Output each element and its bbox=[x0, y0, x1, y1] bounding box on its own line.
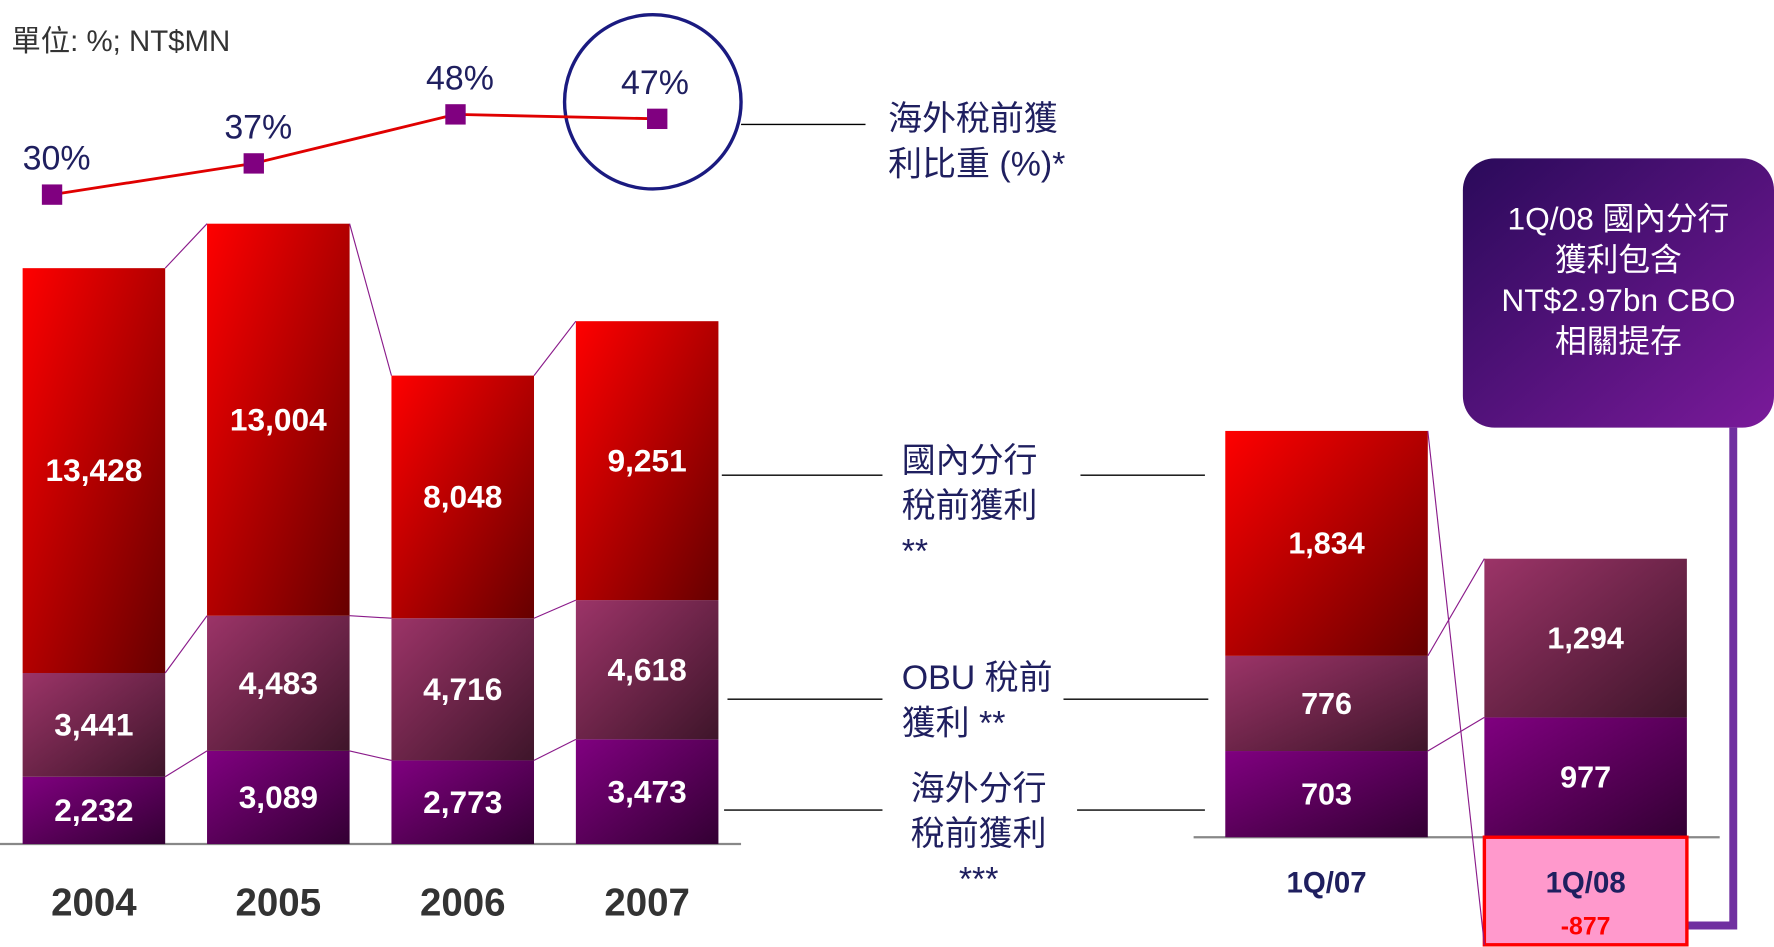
connector-line bbox=[349, 223, 393, 376]
legend-item: 國內分行稅前獲利 ** bbox=[901, 442, 1038, 571]
connector-line bbox=[1427, 716, 1485, 752]
value-label: -877 bbox=[1561, 912, 1611, 940]
bar-segment bbox=[575, 600, 719, 740]
x-tick-label: 2006 bbox=[420, 881, 506, 924]
connector-line bbox=[533, 320, 577, 376]
legend-label: 海外分行稅前獲利 *** bbox=[910, 770, 1047, 899]
note-line: NT$2.97bn CBO bbox=[1501, 282, 1736, 318]
bar-segment bbox=[391, 618, 535, 761]
note-text: 1Q/08 國內分行 獲利包含 NT$2.97bn CBO 相關提存 bbox=[1463, 199, 1774, 362]
value-label: 4,483 bbox=[239, 665, 318, 701]
value-label: 8,048 bbox=[423, 479, 502, 515]
connector-line bbox=[1427, 558, 1485, 657]
bar-segment bbox=[575, 321, 719, 601]
value-label: 1,294 bbox=[1547, 621, 1623, 655]
value-label: 703 bbox=[1301, 777, 1352, 811]
value-label: 9,251 bbox=[608, 442, 687, 478]
value-label: 30% bbox=[23, 140, 91, 178]
note-line: 1Q/08 國內分行 bbox=[1507, 201, 1730, 237]
line-marker bbox=[41, 184, 63, 205]
bar-segment bbox=[575, 739, 719, 845]
line-marker bbox=[647, 108, 668, 130]
note-box bbox=[1462, 158, 1774, 428]
bar-segment bbox=[207, 750, 350, 845]
bar-segment bbox=[1484, 717, 1687, 838]
note: 1Q/08 國內分行 獲利包含 NT$2.97bn CBO 相關提存 bbox=[1463, 199, 1774, 362]
value-label: 1,834 bbox=[1288, 527, 1364, 561]
x-tick-label: 1Q/08 bbox=[1546, 867, 1626, 900]
bar-segment bbox=[207, 615, 350, 751]
connector-line bbox=[164, 615, 208, 674]
highlight-circle bbox=[562, 13, 743, 191]
connector-line bbox=[164, 223, 208, 269]
bar-segment bbox=[207, 223, 350, 616]
x-tick-label: 1Q/07 bbox=[1286, 867, 1366, 900]
bar-segment bbox=[1225, 430, 1428, 656]
bar-segment bbox=[391, 375, 535, 619]
connector-line bbox=[533, 738, 577, 761]
connector-line bbox=[164, 750, 208, 778]
bar-segment bbox=[22, 268, 166, 673]
legend-label: OBU 稅前獲利 ** bbox=[901, 659, 1053, 743]
connector-line bbox=[1427, 430, 1485, 945]
legend-item: 海外稅前獲利比重 (%)* bbox=[888, 100, 1066, 184]
legend-item: OBU 稅前獲利 ** bbox=[901, 659, 1053, 743]
line-marker bbox=[445, 104, 466, 125]
value-label: 4,716 bbox=[423, 671, 502, 707]
value-label: 3,441 bbox=[54, 706, 133, 742]
connector-line bbox=[349, 750, 392, 761]
bar-segment bbox=[22, 672, 166, 777]
legend-label: 海外稅前獲利比重 (%)* bbox=[888, 100, 1066, 184]
connector-line bbox=[533, 599, 577, 619]
bar-segment bbox=[391, 760, 535, 845]
x-tick-label: 2005 bbox=[236, 881, 322, 924]
value-label: 776 bbox=[1301, 687, 1352, 721]
value-label: 47% bbox=[621, 64, 689, 102]
bar-segment bbox=[1482, 835, 1689, 947]
bar-segment bbox=[1225, 655, 1428, 752]
bar-segment bbox=[1225, 751, 1428, 838]
x-tick-label: 2004 bbox=[51, 881, 137, 924]
legend-item: 海外分行稅前獲利 *** bbox=[910, 770, 1047, 899]
x-tick-label: 2007 bbox=[604, 881, 690, 924]
value-label: 48% bbox=[426, 59, 494, 97]
value-label: 13,428 bbox=[45, 452, 142, 488]
value-label: 3,089 bbox=[239, 779, 318, 815]
bar-segment bbox=[1484, 558, 1687, 718]
line-marker bbox=[243, 153, 264, 174]
note-line: 相關提存 bbox=[1555, 323, 1682, 359]
bar-segment bbox=[22, 776, 166, 845]
connector-line bbox=[349, 615, 392, 619]
line-series bbox=[51, 112, 658, 197]
note-line: 獲利包含 bbox=[1555, 242, 1682, 278]
note-arrow bbox=[1672, 427, 1738, 930]
value-label: 3,473 bbox=[608, 773, 687, 809]
unit-label: 單位: %; NT$MN bbox=[11, 25, 230, 58]
leader-lines bbox=[721, 123, 1209, 811]
value-label: 13,004 bbox=[230, 401, 327, 437]
value-label: 2,232 bbox=[54, 792, 133, 828]
legend-label: 國內分行稅前獲利 ** bbox=[901, 442, 1038, 571]
value-label: 2,773 bbox=[423, 784, 502, 820]
value-label: 977 bbox=[1560, 761, 1611, 795]
value-label: 4,618 bbox=[608, 651, 687, 687]
value-label: 37% bbox=[224, 108, 292, 146]
